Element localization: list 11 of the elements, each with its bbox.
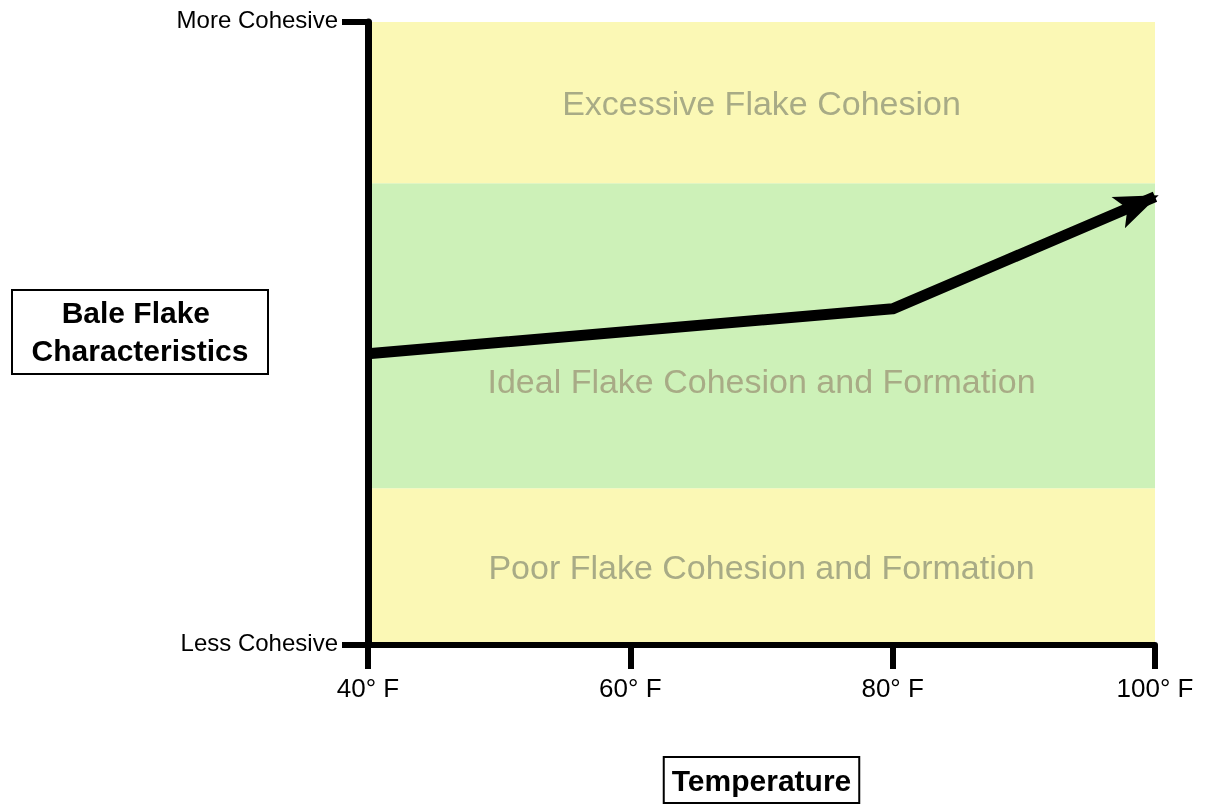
band-label: Poor Flake Cohesion and Formation <box>488 547 1035 586</box>
band-label: Ideal Flake Cohesion and Formation <box>487 361 1036 400</box>
x-tick-label: 80° F <box>861 673 924 703</box>
x-tick-label: 100° F <box>1116 673 1194 703</box>
text: More Cohesive <box>176 5 338 33</box>
band-label: Excessive Flake Cohesion <box>562 83 961 122</box>
x-tick-label: 60° F <box>599 673 662 703</box>
x-tick-label: 40° F <box>336 673 400 703</box>
text: Less Cohesive <box>180 628 338 656</box>
y-axis-title: Bale Flake Characteristics <box>31 296 249 368</box>
x-axis-title: Temperature <box>671 763 852 797</box>
